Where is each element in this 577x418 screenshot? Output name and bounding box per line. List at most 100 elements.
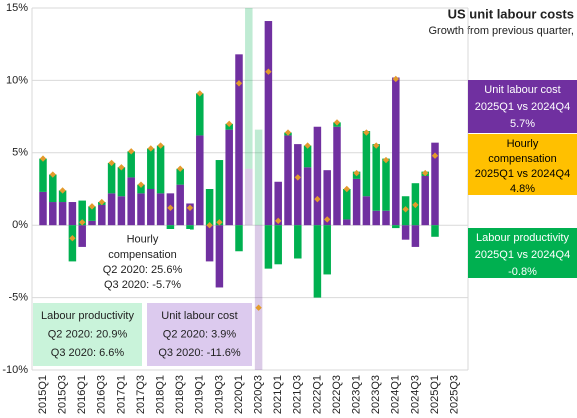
bar [392,225,400,229]
bar [431,142,439,226]
marker [422,169,429,177]
callout-text: Q3 2020: 6.6% [51,347,125,359]
marker [118,164,125,171]
marker [275,217,282,225]
marker [314,195,321,203]
x-tick-label: 2018Q3 [174,375,186,414]
marker [186,204,194,212]
bar [245,8,253,169]
bar [39,191,47,226]
chart-subtitle: Growth from previous quarter, [428,25,574,37]
legend-name-line: compensation [488,153,557,165]
bar [176,168,184,185]
bar [68,225,77,262]
bar [49,174,57,203]
callout-text: Labour productivity [41,310,134,322]
bar [58,190,67,203]
legend-name: Hourly compensation [488,138,557,165]
marker [128,148,135,155]
bar [323,170,331,226]
legend-value: 5.7% [510,118,535,130]
x-tick-label: 2020Q1 [233,375,245,414]
bar [323,225,331,275]
marker [402,206,409,213]
bar [303,145,312,168]
x-tick-label: 2020Q3 [253,375,265,414]
bar [205,189,214,226]
marker [265,68,272,75]
legend-name: Unit labour cost [484,84,560,96]
marker [216,219,223,226]
x-tick-label: 2023Q1 [351,375,363,414]
bar [245,168,253,226]
marker [108,159,115,167]
y-tick-label: 0% [12,219,28,231]
bar [254,129,263,226]
x-tick-label: 2015Q3 [57,375,69,414]
bar [343,219,351,226]
bar [343,189,351,220]
marker [324,216,331,223]
bar [372,210,380,226]
marker [88,203,96,210]
bar [127,177,135,226]
x-tick-label: 2016Q1 [76,375,88,414]
bar [98,204,106,226]
bar [117,196,126,226]
x-tick-label: 2025Q1 [429,375,441,414]
marker [157,142,164,149]
marker [137,181,145,188]
callout-text: Q2 2020: 3.9% [163,328,237,340]
legend-box [468,228,577,278]
bar [156,193,165,226]
marker [167,204,174,212]
marker [431,152,439,159]
bar [362,196,371,226]
marker [255,304,262,311]
bar [254,225,263,370]
marker [235,80,243,87]
x-tick-label: 2018Q1 [155,375,167,414]
legend-box [468,80,577,133]
bar [274,181,282,226]
bar [215,160,224,226]
marker [59,187,66,194]
x-tick-label: 2017Q3 [135,375,147,414]
callout-text: Unit labour cost [161,310,237,322]
marker [392,75,399,83]
bar [186,225,194,230]
bar [294,144,302,226]
bar [49,202,57,226]
x-tick-label: 2022Q3 [331,375,343,414]
legend-box [468,134,577,195]
bar [196,93,204,136]
bar [196,135,204,226]
callout-text: Q2 2020: 20.9% [48,328,128,340]
bar [58,202,67,226]
legend-name: Labour productivity [476,232,569,244]
bar [68,202,77,226]
x-tick-label: 2015Q1 [37,375,49,414]
bar [362,131,371,197]
marker [284,129,292,136]
callout-text: Q3 2020: -11.6% [158,347,241,359]
x-tick-label: 2022Q1 [311,375,323,414]
bar [117,167,126,197]
bar [264,21,273,226]
legend-value: -0.8% [508,266,537,278]
bar [264,225,273,269]
bar [382,210,390,226]
marker [226,120,233,128]
legend-note: 2025Q1 vs 2024Q4 [475,249,570,261]
legend-value: 4.8% [510,183,535,195]
bar [372,144,380,211]
bar [303,167,312,226]
bar [333,126,341,226]
y-tick-label: 10% [6,74,28,86]
bar [176,184,184,226]
callout-text: compensation [108,249,177,261]
x-tick-label: 2021Q3 [292,375,304,414]
bars [39,8,439,370]
y-tick-label: 15% [6,2,28,14]
